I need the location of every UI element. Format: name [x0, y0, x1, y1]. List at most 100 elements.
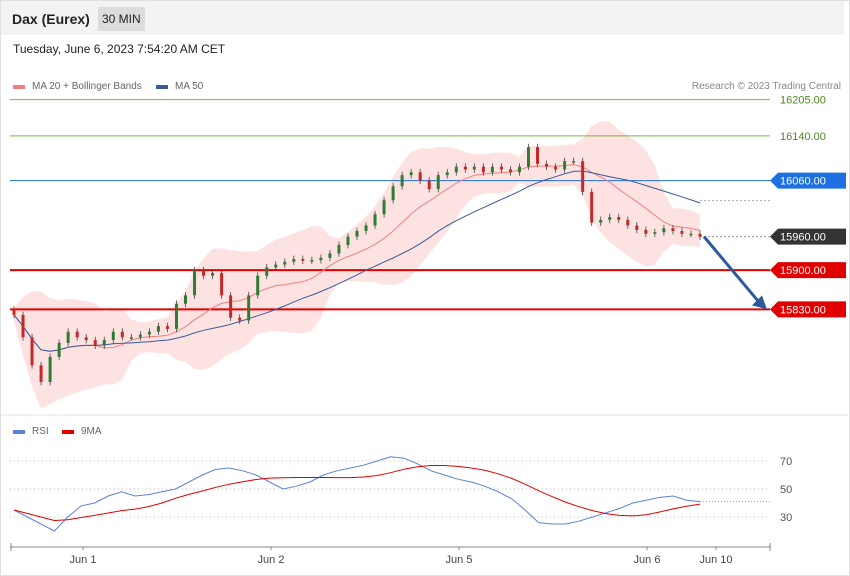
- candle: [129, 337, 133, 339]
- candle: [454, 166, 458, 173]
- candle: [382, 200, 386, 215]
- header-bar: Dax (Eurex) 30 MIN: [1, 1, 844, 35]
- level-tag-support: [770, 301, 846, 318]
- candle: [84, 337, 88, 341]
- level-label-support: 15830.00: [780, 304, 826, 316]
- level-label-pivot: 16060.00: [780, 176, 826, 188]
- candle: [671, 228, 675, 232]
- candle: [409, 172, 413, 176]
- x-tick-label: Jun 5: [446, 554, 473, 566]
- candle: [229, 295, 233, 318]
- copyright: Research © 2023 Trading Central: [691, 81, 841, 92]
- rsi-line: [13, 456, 701, 532]
- candle: [265, 267, 269, 276]
- candle: [508, 169, 512, 173]
- last-price-tag: [770, 228, 846, 245]
- candle: [165, 326, 169, 329]
- candle: [12, 309, 16, 315]
- candle: [292, 258, 296, 262]
- candle: [93, 340, 97, 346]
- bollinger-band: [14, 121, 700, 409]
- candle: [346, 236, 350, 245]
- rsi-tick-label: 50: [780, 484, 792, 496]
- ma20-line: [13, 163, 701, 352]
- candle: [499, 166, 503, 170]
- candle: [283, 261, 287, 265]
- level-tag-pivot: [770, 172, 846, 189]
- candle: [436, 175, 440, 190]
- candle: [48, 356, 52, 383]
- candle: [102, 340, 106, 346]
- legend-ma50-label: MA 50: [175, 81, 204, 92]
- candle: [66, 331, 70, 343]
- candle: [472, 166, 476, 170]
- candle: [319, 257, 323, 261]
- candle: [184, 295, 187, 304]
- candle: [545, 163, 549, 167]
- timeframe-button[interactable]: 30 MIN: [98, 7, 145, 31]
- ma50-swatch: [156, 84, 168, 89]
- candle: [138, 334, 142, 338]
- candle: [490, 166, 494, 173]
- candle: [75, 331, 79, 338]
- candle: [355, 231, 359, 237]
- x-tick-label: Jun 1: [70, 554, 97, 566]
- candle: [680, 231, 684, 234]
- candle: [445, 172, 449, 176]
- rsi-swatch: [13, 429, 25, 434]
- candle: [590, 191, 594, 223]
- ma50-line: [13, 170, 701, 352]
- x-tick-label: Jun 6: [634, 554, 661, 566]
- rsi-ma9-line: [13, 465, 701, 522]
- candle: [21, 314, 25, 338]
- candle: [599, 219, 603, 223]
- candle: [328, 253, 332, 258]
- level-label-resistance: 16140.00: [780, 131, 826, 143]
- candle: [193, 270, 197, 296]
- candle: [635, 225, 639, 230]
- candle: [527, 147, 530, 167]
- instrument-title: Dax (Eurex): [12, 11, 90, 27]
- candle: [256, 275, 260, 296]
- candle: [554, 166, 558, 170]
- legend-9ma: 9MA: [62, 426, 102, 437]
- candle: [111, 331, 115, 341]
- ma9-swatch: [62, 429, 74, 434]
- legend-rsi-label: RSI: [32, 426, 49, 437]
- candle: [427, 180, 431, 190]
- candle: [481, 166, 485, 173]
- candle: [120, 331, 124, 338]
- candle: [391, 186, 395, 201]
- candle: [662, 228, 666, 233]
- legend-ma20: MA 20 + Bollinger Bands: [13, 81, 142, 92]
- candle: [463, 166, 467, 170]
- level-tag-support: [770, 262, 846, 279]
- candle: [174, 303, 178, 329]
- candle: [626, 219, 630, 226]
- candle: [563, 161, 567, 170]
- candle: [238, 317, 242, 321]
- candle: [373, 214, 377, 226]
- legend-9ma-label: 9MA: [81, 426, 102, 437]
- candle: [364, 225, 368, 232]
- candle: [698, 233, 702, 237]
- rsi-tick-label: 30: [780, 512, 792, 524]
- candle: [517, 166, 521, 173]
- candle: [310, 260, 314, 262]
- candle: [536, 147, 540, 164]
- candle: [337, 245, 341, 254]
- candle: [39, 365, 43, 383]
- legend-ma50: MA 50: [156, 81, 203, 92]
- legend-rsi: RSI: [13, 426, 49, 437]
- candle: [30, 337, 34, 366]
- candle: [653, 232, 657, 234]
- candle: [617, 217, 621, 220]
- level-label-resistance: 16205.00: [780, 95, 826, 107]
- x-tick-label: Jun 2: [258, 554, 285, 566]
- candle: [689, 233, 693, 236]
- timestamp: Tuesday, June 6, 2023 7:54:20 AM CET: [13, 42, 226, 56]
- candle: [418, 172, 422, 181]
- candle: [247, 295, 251, 321]
- level-label-support: 15900.00: [780, 265, 826, 277]
